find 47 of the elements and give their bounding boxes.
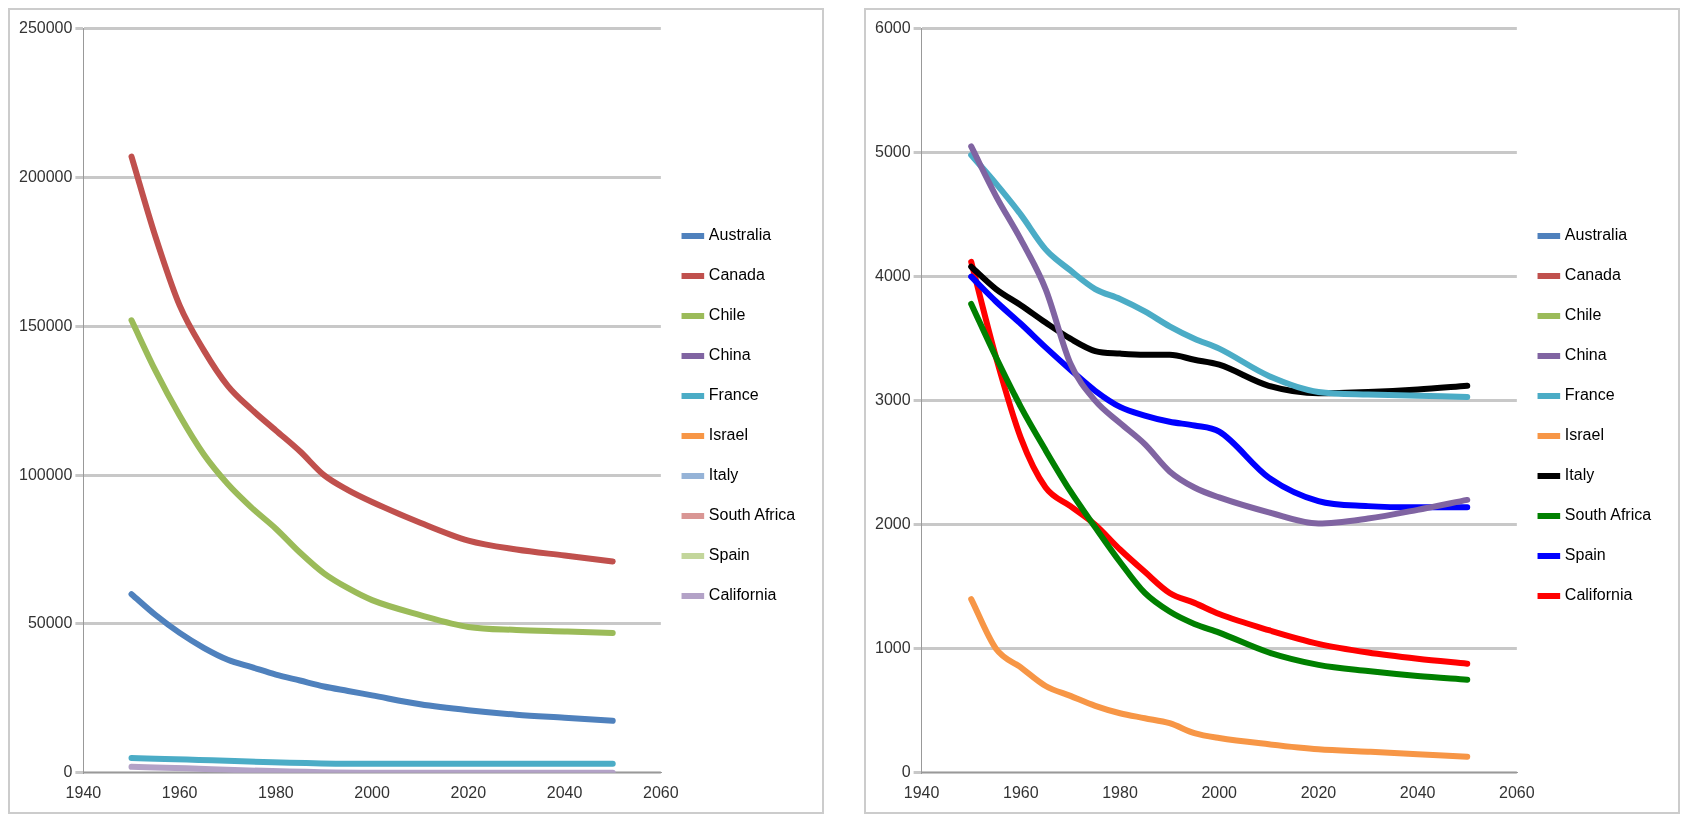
legend-label: Israel: [1564, 426, 1604, 444]
legend-label: Chile: [708, 306, 746, 324]
x-tick-label: 2040: [546, 783, 583, 801]
legend-label: South Africa: [708, 506, 796, 524]
x-tick-label: 2020: [1300, 783, 1337, 801]
x-tick-label: 1980: [1102, 783, 1138, 801]
legend-label: China: [1564, 346, 1607, 364]
y-tick-label: 1000: [875, 639, 911, 657]
y-tick-label: 5000: [875, 143, 911, 161]
y-tick-label: 50000: [27, 614, 73, 632]
legend-label: Israel: [708, 426, 748, 444]
legend-label: Spain: [1564, 546, 1606, 564]
legend-label: Spain: [708, 546, 750, 564]
y-tick-label: 6000: [875, 19, 911, 37]
y-tick-label: 250000: [19, 19, 73, 37]
x-tick-label: 1980: [258, 783, 294, 801]
legend-label: California: [708, 586, 777, 604]
legend-label: Italy: [708, 466, 739, 484]
legend-label: Italy: [1564, 466, 1595, 484]
y-tick-label: 200000: [19, 167, 73, 185]
legend-label: South Africa: [1564, 506, 1652, 524]
y-tick-label: 4000: [875, 267, 911, 285]
y-tick-label: 2000: [875, 515, 911, 533]
legend-label: Chile: [1564, 306, 1602, 324]
x-tick-label: 1940: [65, 783, 102, 801]
y-tick-label: 0: [63, 763, 73, 781]
legend-label: California: [1564, 586, 1633, 604]
x-tick-label: 2020: [450, 783, 487, 801]
y-tick-label: 0: [901, 763, 911, 781]
legend-label: Australia: [708, 226, 772, 244]
legend-label: China: [708, 346, 751, 364]
x-tick-label: 2060: [643, 783, 679, 801]
legend-label: Australia: [1564, 226, 1628, 244]
x-tick-label: 2060: [1499, 783, 1535, 801]
x-tick-label: 2000: [1201, 783, 1238, 801]
y-tick-label: 100000: [19, 465, 73, 483]
x-tick-label: 1940: [903, 783, 940, 801]
x-tick-label: 2000: [354, 783, 391, 801]
legend-label: France: [708, 386, 759, 404]
y-tick-label: 3000: [875, 391, 911, 409]
legend-label: France: [1564, 386, 1615, 404]
legend-label: Canada: [708, 266, 765, 284]
y-tick-label: 150000: [19, 316, 73, 334]
legend-label: Canada: [1564, 266, 1621, 284]
x-tick-label: 1960: [1003, 783, 1039, 801]
x-tick-label: 2040: [1399, 783, 1436, 801]
x-tick-label: 1960: [161, 783, 198, 801]
